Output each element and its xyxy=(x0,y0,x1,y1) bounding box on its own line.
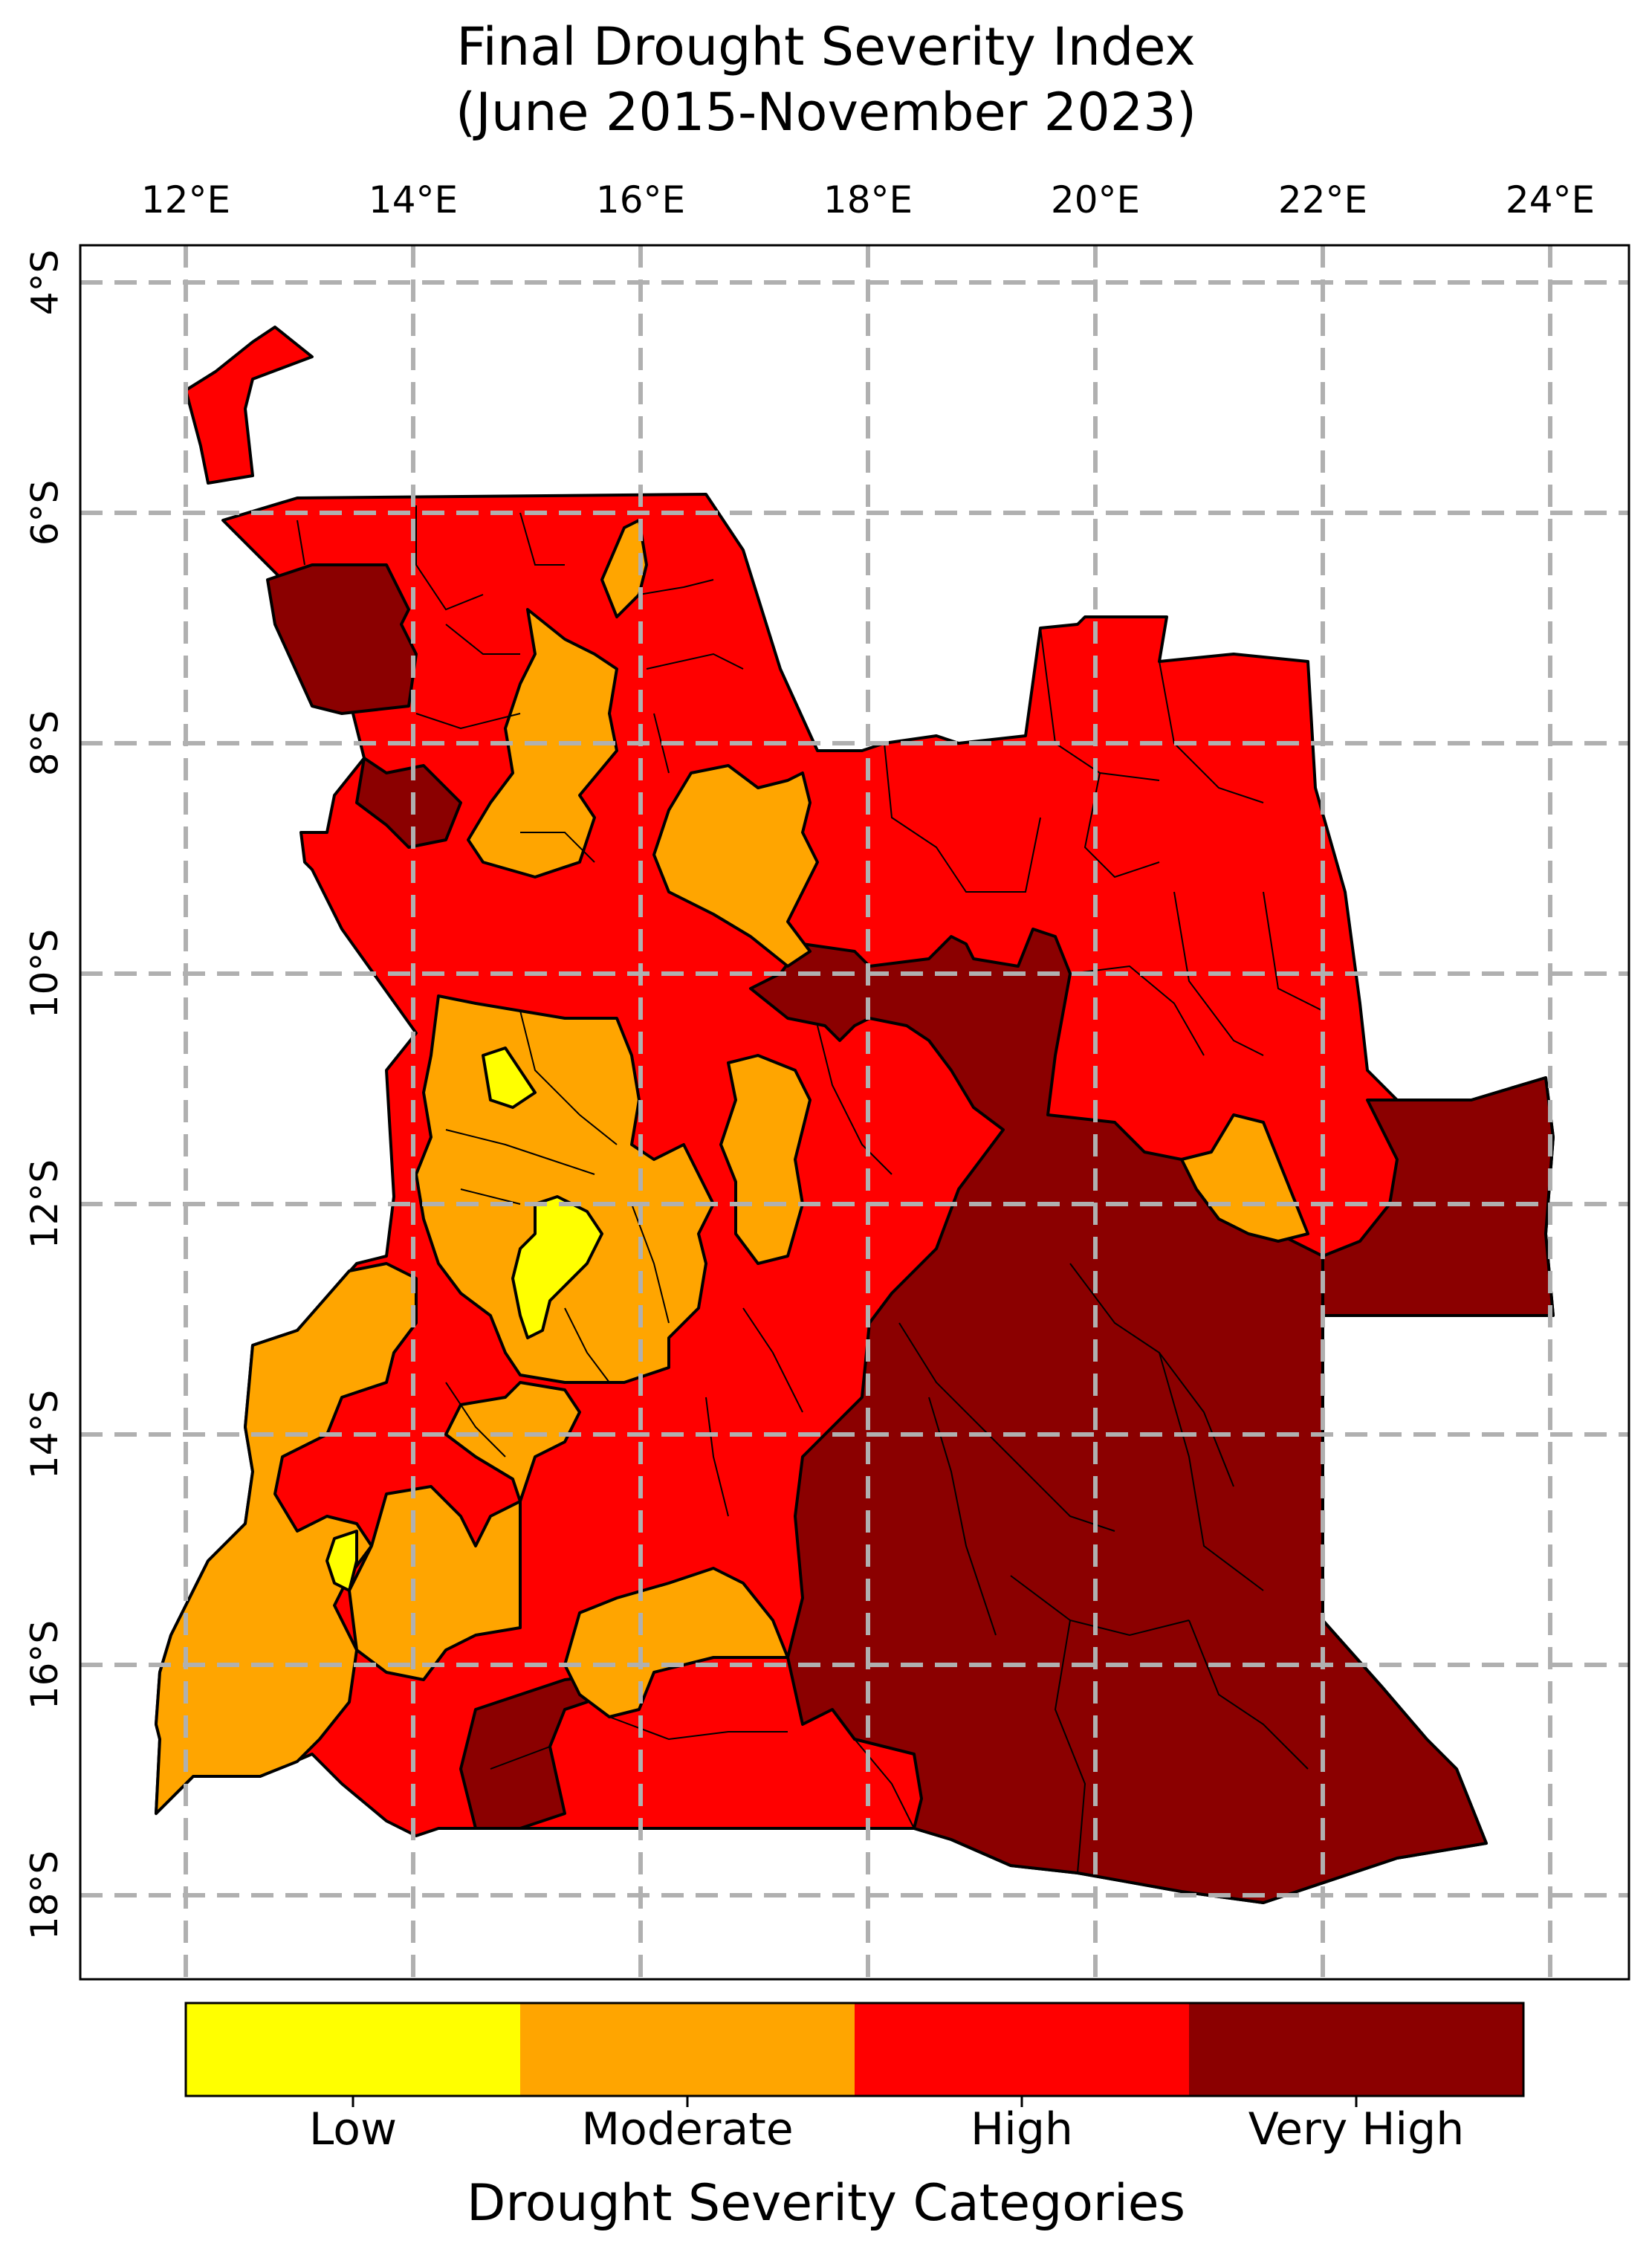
lon-tick-22: 22°E xyxy=(1277,178,1368,221)
region-low-1 xyxy=(482,1046,537,1109)
colorbar-frame xyxy=(184,2002,1525,2097)
colorbar-label-very-high: Very High xyxy=(1248,2103,1465,2155)
region-cabinda xyxy=(184,326,314,485)
region-north-mod-3 xyxy=(652,764,819,968)
region-east-mod xyxy=(1180,1113,1309,1243)
map-frame xyxy=(79,244,1630,1981)
lon-tick-14: 14°E xyxy=(368,178,459,221)
region-central-mod-east xyxy=(719,1054,812,1265)
map-title: Final Drought Severity Index xyxy=(456,16,1196,77)
region-low-2 xyxy=(511,1195,603,1339)
map-subtitle: (June 2015-November 2023) xyxy=(455,82,1197,143)
colorbar-label-low: Low xyxy=(308,2103,398,2155)
region-east-vh xyxy=(749,928,1488,1904)
region-huila-mod xyxy=(348,1381,581,1681)
colorbar-segment-high xyxy=(855,2003,1189,2096)
colorbar-label-moderate: Moderate xyxy=(581,2103,794,2155)
colorbar-segment-very-high xyxy=(1189,2003,1523,2096)
colorbar-segment-moderate xyxy=(520,2003,855,2096)
region-northwest-vh xyxy=(266,563,418,715)
lon-tick-16: 16°E xyxy=(595,178,686,221)
lon-tick-20: 20°E xyxy=(1050,178,1141,221)
colorbar xyxy=(184,2002,1525,2107)
district-lines-center xyxy=(445,1010,893,1517)
region-south-vh xyxy=(459,1675,596,1830)
lon-tick-18: 18°E xyxy=(823,178,913,221)
region-low-3 xyxy=(325,1530,358,1592)
region-south-mod xyxy=(563,1567,789,1718)
colorbar-title: Drought Severity Categories xyxy=(466,2174,1186,2233)
region-southwest-mod xyxy=(155,1262,418,1815)
colorbar-label-high: High xyxy=(971,2103,1073,2155)
district-lines-east xyxy=(884,627,1324,1056)
district-lines-south xyxy=(490,1263,1309,1874)
lon-tick-24: 24°E xyxy=(1505,178,1596,221)
colorbar-segment-low xyxy=(186,2003,520,2096)
lon-tick-12: 12°E xyxy=(140,178,231,221)
region-bengo-vh xyxy=(355,757,462,849)
